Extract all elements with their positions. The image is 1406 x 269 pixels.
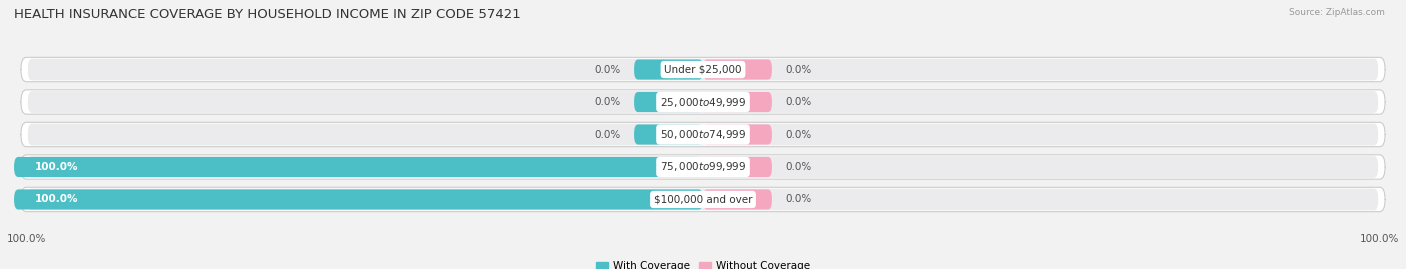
Text: HEALTH INSURANCE COVERAGE BY HOUSEHOLD INCOME IN ZIP CODE 57421: HEALTH INSURANCE COVERAGE BY HOUSEHOLD I…	[14, 8, 520, 21]
Text: $50,000 to $74,999: $50,000 to $74,999	[659, 128, 747, 141]
Text: 0.0%: 0.0%	[595, 97, 620, 107]
Text: 0.0%: 0.0%	[595, 65, 620, 75]
FancyBboxPatch shape	[21, 187, 1385, 212]
Text: Source: ZipAtlas.com: Source: ZipAtlas.com	[1289, 8, 1385, 17]
Text: 0.0%: 0.0%	[786, 97, 811, 107]
Text: 100.0%: 100.0%	[1360, 234, 1399, 244]
FancyBboxPatch shape	[21, 57, 1385, 82]
FancyBboxPatch shape	[14, 189, 703, 210]
Legend: With Coverage, Without Coverage: With Coverage, Without Coverage	[592, 257, 814, 269]
Text: 0.0%: 0.0%	[786, 129, 811, 140]
FancyBboxPatch shape	[703, 157, 772, 177]
FancyBboxPatch shape	[634, 59, 703, 80]
Text: $25,000 to $49,999: $25,000 to $49,999	[659, 95, 747, 108]
Text: 0.0%: 0.0%	[786, 65, 811, 75]
Text: $75,000 to $99,999: $75,000 to $99,999	[659, 161, 747, 174]
FancyBboxPatch shape	[14, 157, 703, 177]
FancyBboxPatch shape	[28, 156, 1378, 178]
Text: 100.0%: 100.0%	[7, 234, 46, 244]
Text: 100.0%: 100.0%	[35, 194, 79, 204]
FancyBboxPatch shape	[634, 92, 703, 112]
FancyBboxPatch shape	[703, 125, 772, 144]
FancyBboxPatch shape	[634, 125, 703, 144]
Text: 0.0%: 0.0%	[595, 129, 620, 140]
Text: $100,000 and over: $100,000 and over	[654, 194, 752, 204]
Text: 0.0%: 0.0%	[786, 162, 811, 172]
FancyBboxPatch shape	[21, 90, 1385, 114]
FancyBboxPatch shape	[703, 189, 772, 210]
FancyBboxPatch shape	[703, 59, 772, 80]
Text: 0.0%: 0.0%	[786, 194, 811, 204]
Text: 100.0%: 100.0%	[35, 162, 79, 172]
FancyBboxPatch shape	[21, 122, 1385, 147]
FancyBboxPatch shape	[703, 92, 772, 112]
Text: Under $25,000: Under $25,000	[664, 65, 742, 75]
FancyBboxPatch shape	[28, 189, 1378, 210]
FancyBboxPatch shape	[28, 59, 1378, 80]
FancyBboxPatch shape	[21, 155, 1385, 179]
FancyBboxPatch shape	[28, 124, 1378, 145]
FancyBboxPatch shape	[28, 91, 1378, 113]
